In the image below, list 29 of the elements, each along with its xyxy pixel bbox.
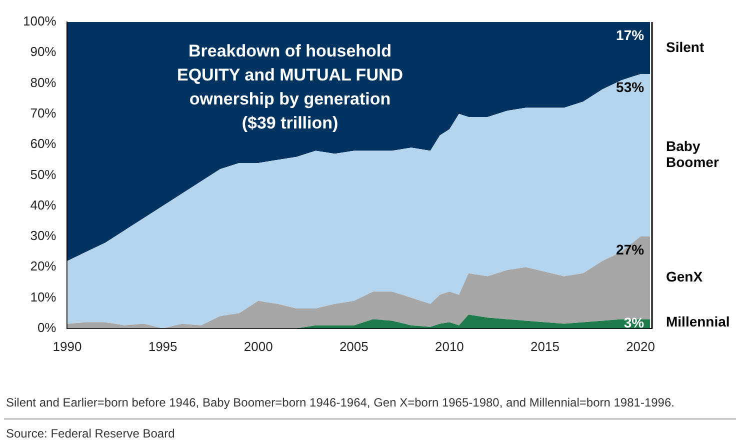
text: Breakdown of household EQUITY and MUTUAL FUND ownership by generation ($39 trillion) bbox=[176, 42, 404, 133]
data-label: 3% bbox=[624, 314, 645, 331]
y-tick-label: 50% bbox=[30, 166, 57, 182]
y-tick-label: 80% bbox=[30, 74, 57, 90]
y-tick-label: 30% bbox=[30, 228, 57, 244]
x-tick-label: 2020 bbox=[626, 338, 655, 354]
x-tick-label: 2010 bbox=[434, 338, 464, 354]
data-label: 27% bbox=[616, 241, 645, 258]
x-tick-label: 2000 bbox=[244, 338, 273, 354]
y-tick-label: 70% bbox=[30, 106, 57, 120]
x-tick-label: 2015 bbox=[530, 338, 560, 354]
series-label: Silent bbox=[666, 38, 704, 55]
data-label: 53% bbox=[616, 78, 645, 95]
x-tick-label: 1990 bbox=[52, 338, 82, 354]
y-tick-label: 20% bbox=[30, 258, 57, 274]
y-tick-label: 100% bbox=[23, 14, 57, 29]
y-tick-label: 0% bbox=[37, 320, 57, 335]
x-tick-label: 1995 bbox=[148, 338, 178, 354]
y-tick-label: 90% bbox=[30, 44, 57, 60]
text: Silent and Earlier=born before 1946, Baby Boomer=born 1946-1964, Gen X=born 1965-1980, and Millennial=born 1981-1996. bbox=[6, 395, 674, 410]
y-tick-label: 10% bbox=[30, 289, 57, 304]
y-tick-label: 60% bbox=[30, 136, 57, 152]
source-note: Source: Federal Reserve Board bbox=[6, 426, 175, 440]
x-tick-label: 2005 bbox=[339, 338, 368, 354]
series-label: Baby Boomer bbox=[666, 138, 720, 170]
series-label: GenX bbox=[666, 268, 704, 285]
series-label: Millennial bbox=[666, 313, 730, 330]
data-label: 17% bbox=[616, 26, 645, 43]
y-tick-label: 40% bbox=[30, 197, 57, 212]
